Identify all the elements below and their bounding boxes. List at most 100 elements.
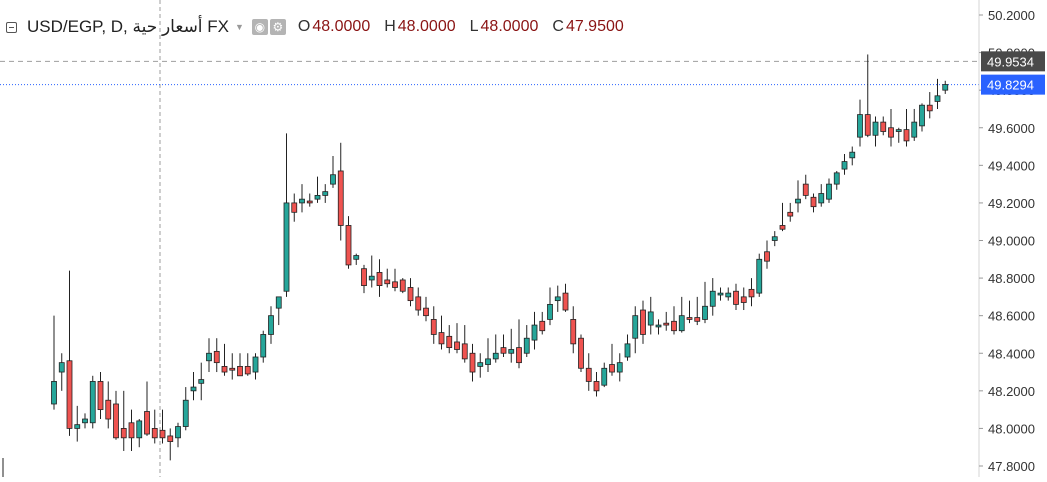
candle-body xyxy=(795,198,801,204)
candle-body xyxy=(895,129,902,132)
candle xyxy=(485,338,491,373)
candle xyxy=(376,259,383,297)
candle-body xyxy=(330,174,336,185)
candle xyxy=(609,343,615,376)
candle-body xyxy=(702,305,708,320)
candle-body xyxy=(97,381,104,411)
candle xyxy=(647,296,654,335)
candle xyxy=(578,334,584,373)
chevron-down-icon[interactable]: ▼ xyxy=(235,22,244,32)
candle xyxy=(818,184,825,207)
candle xyxy=(136,419,143,448)
high-label: H xyxy=(384,18,396,35)
y-tick-label: 49.2000 xyxy=(988,196,1035,211)
candle xyxy=(392,268,398,292)
settings-icon[interactable]: ⚙ xyxy=(269,19,286,35)
candle xyxy=(717,287,724,301)
candle-body xyxy=(345,225,352,266)
candle xyxy=(492,334,499,363)
candle-body xyxy=(128,422,135,439)
candle xyxy=(895,127,902,143)
candle xyxy=(461,325,468,363)
candle-body xyxy=(740,296,747,303)
candle xyxy=(275,296,282,326)
candle xyxy=(337,142,344,241)
candle-body xyxy=(733,290,739,305)
candle xyxy=(539,311,546,335)
y-tick-label: 48.0000 xyxy=(988,421,1035,436)
symbol-title[interactable]: USD/EGP, D, أسعار حية FX xyxy=(27,17,229,36)
close-value: 47.9500 xyxy=(565,18,624,35)
candle xyxy=(725,287,732,301)
candle-body xyxy=(51,381,57,405)
candle-body xyxy=(190,386,197,392)
candle xyxy=(415,287,422,316)
candle xyxy=(686,300,693,324)
candle xyxy=(926,92,933,119)
candle xyxy=(229,353,236,380)
candle-body xyxy=(159,429,166,439)
candle-body xyxy=(841,161,848,170)
candle-body xyxy=(485,358,491,365)
candle-body xyxy=(748,288,755,298)
candle xyxy=(500,334,507,358)
candle xyxy=(268,306,274,344)
candle-body xyxy=(337,170,344,226)
candle xyxy=(562,283,569,312)
candle-body xyxy=(624,343,631,358)
candle-body xyxy=(655,324,662,328)
candle-body xyxy=(283,202,290,292)
candle-body xyxy=(322,191,329,196)
candle xyxy=(438,315,445,350)
candle-body xyxy=(237,366,243,377)
candle-body xyxy=(151,428,158,439)
candle xyxy=(66,270,73,436)
candle xyxy=(733,283,739,311)
series-legend: USD/EGP, D, أسعار حية FX ▼ ◉ ⚙ O 48.0000… xyxy=(6,14,638,40)
candle-body xyxy=(686,317,693,320)
candle-body xyxy=(469,352,476,373)
candle xyxy=(221,343,228,376)
candle-body xyxy=(826,183,832,200)
candle-body xyxy=(58,362,65,373)
candle-body xyxy=(221,366,228,373)
candle-body xyxy=(508,349,515,354)
candle-body xyxy=(516,347,522,364)
candle xyxy=(857,99,863,147)
candle xyxy=(423,296,429,322)
candle xyxy=(678,296,685,333)
y-tick-label: 48.6000 xyxy=(988,309,1035,324)
candle-body xyxy=(105,399,112,420)
candle xyxy=(523,325,530,358)
candle-body xyxy=(229,367,236,371)
candle xyxy=(810,193,817,213)
candle xyxy=(477,353,484,378)
candle xyxy=(213,338,220,373)
candle xyxy=(51,315,57,410)
candle-body xyxy=(407,287,414,302)
candle-body xyxy=(926,104,933,112)
candle-body xyxy=(919,104,925,127)
collapse-legend-icon[interactable] xyxy=(6,21,17,33)
candle xyxy=(756,253,763,297)
candle xyxy=(353,253,360,265)
y-tick-label: 48.8000 xyxy=(988,271,1035,286)
y-tick-label: 49.0000 xyxy=(988,234,1035,249)
candle xyxy=(182,387,189,431)
candle xyxy=(919,103,925,132)
candle xyxy=(570,306,577,354)
candle xyxy=(663,311,670,331)
candle xyxy=(779,202,786,232)
candle-body xyxy=(547,303,553,320)
low-label: L xyxy=(469,18,479,35)
candle xyxy=(361,264,367,294)
candle-body xyxy=(810,196,817,208)
eye-icon[interactable]: ◉ xyxy=(251,19,268,35)
candle-body xyxy=(787,211,794,217)
y-tick-label: 47.8000 xyxy=(988,459,1035,474)
candle-body xyxy=(694,317,701,322)
candle xyxy=(407,278,414,307)
candle-body xyxy=(306,200,313,204)
